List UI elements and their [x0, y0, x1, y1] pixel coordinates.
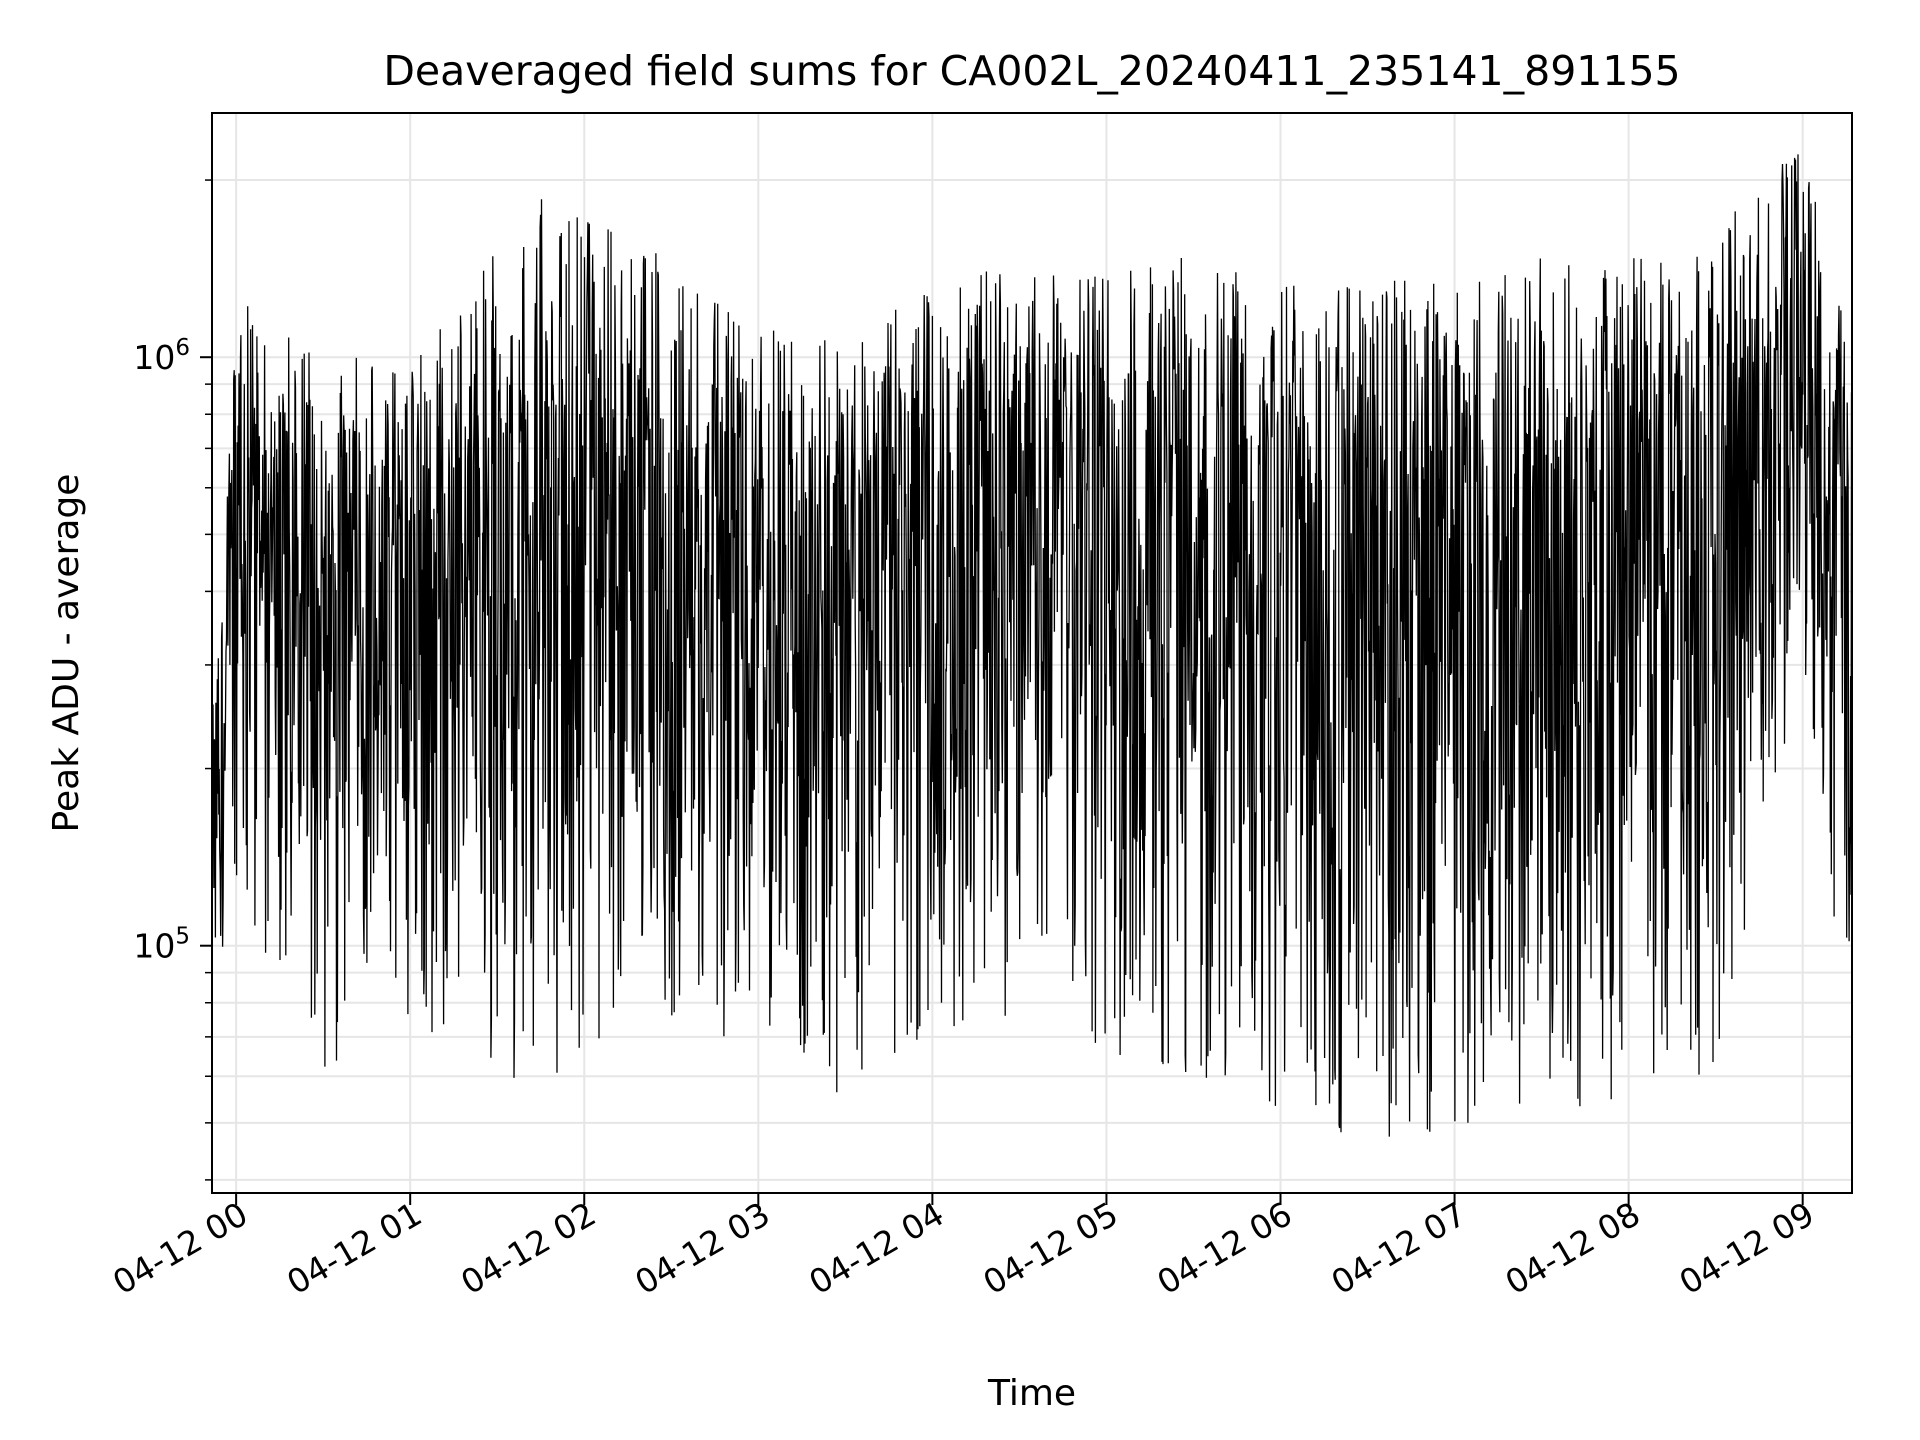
x-axis-label: Time — [987, 1373, 1076, 1414]
y-axis-label: Peak ADU - average — [46, 474, 87, 833]
y-tick-label: 106 — [133, 335, 190, 377]
y-axis: 105 106 — [133, 179, 212, 1181]
series-layer — [211, 154, 1853, 1137]
chart-title: Deaveraged field sums for CA002L_2024041… — [383, 47, 1680, 95]
series-line — [211, 154, 1853, 1137]
y-tick-label: 105 — [133, 924, 190, 966]
plot-frame — [211, 112, 1853, 1194]
